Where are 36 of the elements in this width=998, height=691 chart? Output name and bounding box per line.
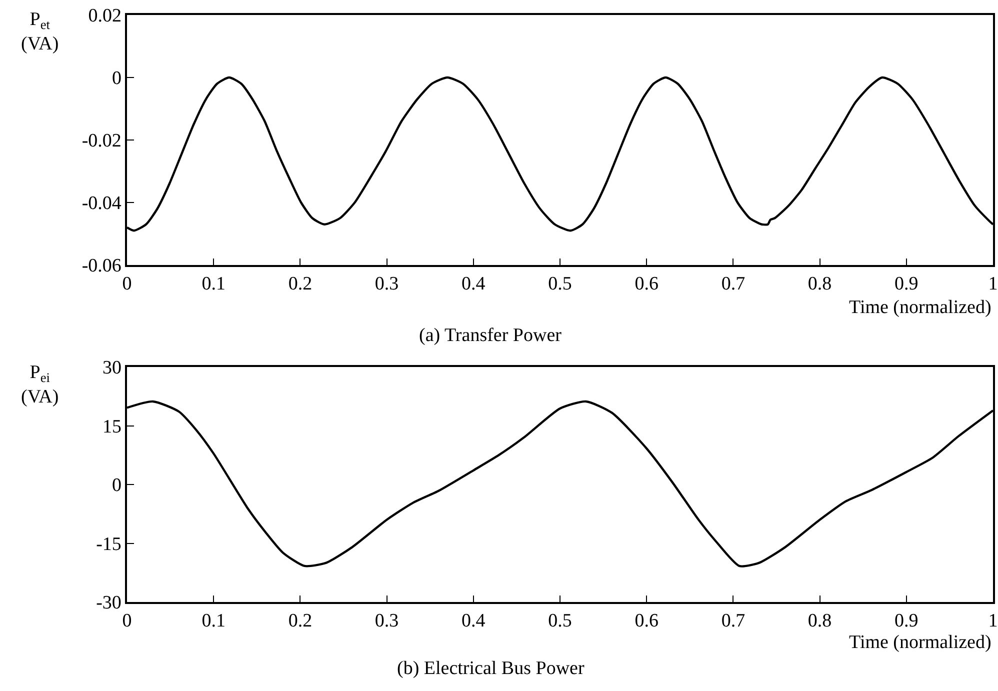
y-axis-title: P$_{ei}$ (VA) xyxy=(21,362,59,408)
x-tick-label: 1 xyxy=(988,610,998,632)
x-tick-label: 0.6 xyxy=(634,274,658,295)
x-tick-label: 1 xyxy=(988,274,998,295)
x-tick-label: 0.7 xyxy=(721,610,746,632)
y-tick-label: -0.04 xyxy=(82,193,122,214)
x-tick-label: 0.9 xyxy=(894,274,918,295)
x-tick-label: 0.2 xyxy=(288,274,312,295)
text: (a) Transfer Power xyxy=(419,325,562,346)
y-tick-label: -0.06 xyxy=(82,256,122,277)
x-axis-title: Time (normalized) xyxy=(849,297,992,318)
text: (b) Electrical Bus Power xyxy=(397,658,585,679)
x-axis-title: Time (normalized) xyxy=(849,632,992,653)
x-tick-label: 0.9 xyxy=(894,610,918,632)
x-tick-label: 0.3 xyxy=(374,610,399,632)
x-tick-label: 0.5 xyxy=(548,274,572,295)
x-tick-label: 0.1 xyxy=(202,610,226,632)
y-tick-label: 0.02 xyxy=(88,6,122,27)
x-tick-label: 0.3 xyxy=(374,274,399,295)
x-tick-label: 0.8 xyxy=(808,610,832,632)
x-tick-label: 0.5 xyxy=(548,610,572,632)
x-tick-label: 0.1 xyxy=(202,274,226,295)
x-tick-label: 0.6 xyxy=(634,610,658,632)
x-tick-label: 0.4 xyxy=(462,610,486,632)
y-tick-label: 30 xyxy=(102,358,122,379)
y-axis-title: P$_{et}$ (VA) xyxy=(21,9,59,55)
y-tick-label: 0 xyxy=(112,68,122,90)
x-tick-label: 0.2 xyxy=(288,610,312,632)
x-tick-label: 0.4 xyxy=(462,274,486,295)
y-tick-label: -15 xyxy=(96,534,122,555)
y-tick-label: -30 xyxy=(96,592,122,614)
x-tick-label: 0.7 xyxy=(721,274,746,295)
y-tick-label: 0 xyxy=(112,475,122,496)
y-tick-label: -0.02 xyxy=(82,130,122,152)
x-tick-label: 0.8 xyxy=(808,274,832,295)
y-tick-label: 15 xyxy=(102,416,122,438)
